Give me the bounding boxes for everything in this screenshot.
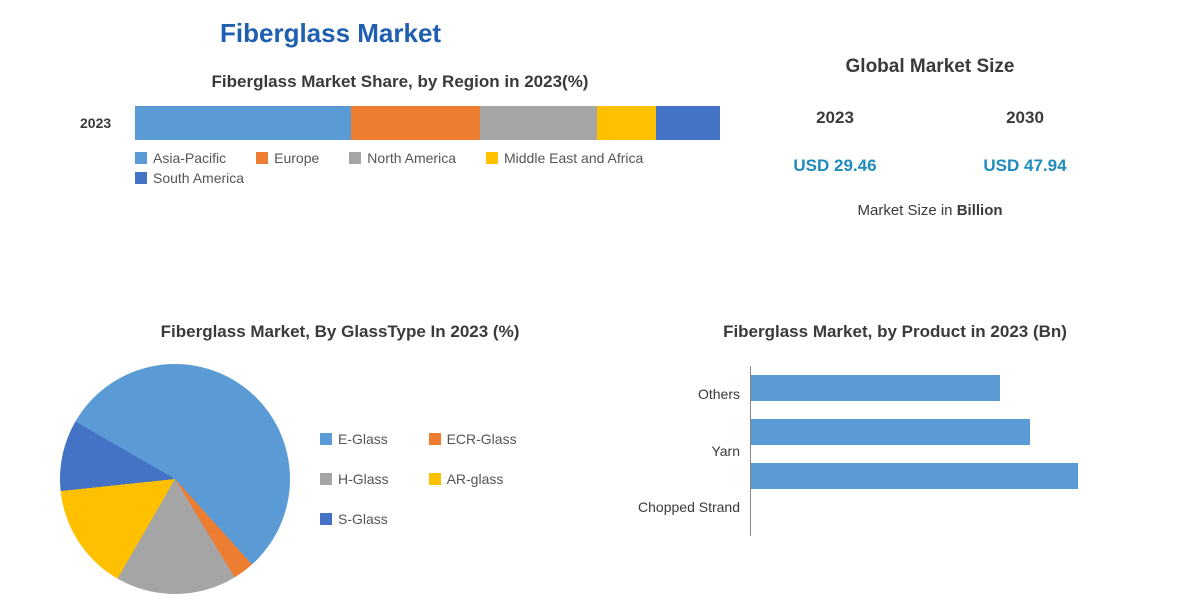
legend-swatch	[429, 473, 441, 485]
legend-swatch	[320, 433, 332, 445]
region-seg-south-america	[656, 106, 720, 140]
legend-item: South America	[135, 170, 244, 186]
region-seg-europe	[351, 106, 480, 140]
legend-item: E-Glass	[320, 431, 389, 447]
page-title: Fiberglass Market	[220, 18, 441, 49]
glass-type-chart: Fiberglass Market, By GlassType In 2023 …	[60, 320, 620, 594]
region-seg-middle-east-and-africa	[597, 106, 656, 140]
product-labels: Others Yarn Chopped Strand	[630, 366, 750, 536]
legend-item: AR-glass	[429, 471, 517, 487]
product-title: Fiberglass Market, by Product in 2023 (B…	[630, 320, 1160, 344]
market-size-block: Global Market Size 2023 USD 29.46 2030 U…	[740, 56, 1120, 219]
legend-item: Asia-Pacific	[135, 150, 226, 166]
region-seg-north-america	[480, 106, 597, 140]
legend-item: ECR-Glass	[429, 431, 517, 447]
market-size-title: Global Market Size	[740, 56, 1120, 78]
market-size-value-2030: USD 47.94	[983, 156, 1066, 176]
market-size-year-2023: 2023	[793, 108, 876, 128]
legend-label: Middle East and Africa	[504, 150, 643, 166]
product-row	[751, 366, 1160, 410]
product-row-label: Yarn	[630, 429, 740, 473]
glass-type-legend: E-Glass ECR-Glass H-Glass AR-glass S-Glass	[320, 431, 517, 527]
product-chart: Fiberglass Market, by Product in 2023 (B…	[630, 320, 1160, 536]
product-row-label: Others	[630, 372, 740, 416]
market-size-year-2030: 2030	[983, 108, 1066, 128]
legend-label: Asia-Pacific	[153, 150, 226, 166]
legend-item: S-Glass	[320, 511, 389, 527]
market-size-unit-prefix: Market Size in	[857, 202, 956, 219]
legend-swatch	[135, 172, 147, 184]
legend-swatch	[256, 152, 268, 164]
legend-label: ECR-Glass	[447, 431, 517, 447]
market-size-unit-bold: Billion	[957, 202, 1003, 219]
legend-swatch	[135, 152, 147, 164]
legend-item: Middle East and Africa	[486, 150, 643, 166]
legend-label: South America	[153, 170, 244, 186]
legend-swatch	[320, 513, 332, 525]
product-row	[751, 410, 1160, 454]
region-share-title: Fiberglass Market Share, by Region in 20…	[80, 72, 720, 92]
glass-type-title: Fiberglass Market, By GlassType In 2023 …	[60, 320, 620, 344]
legend-label: North America	[367, 150, 456, 166]
legend-item: H-Glass	[320, 471, 389, 487]
market-size-value-2023: USD 29.46	[793, 156, 876, 176]
region-share-legend: Asia-Pacific Europe North America Middle Ea…	[135, 150, 720, 186]
legend-label: E-Glass	[338, 431, 388, 447]
product-row-label: Chopped Strand	[630, 485, 740, 529]
legend-swatch	[320, 473, 332, 485]
market-size-unit: Market Size in Billion	[740, 202, 1120, 219]
legend-label: Europe	[274, 150, 319, 166]
product-bar	[751, 419, 1030, 445]
legend-label: H-Glass	[338, 471, 389, 487]
market-size-col-2023: 2023 USD 29.46	[793, 108, 876, 176]
region-share-chart: Fiberglass Market Share, by Region in 20…	[80, 72, 720, 186]
legend-swatch	[429, 433, 441, 445]
legend-label: AR-glass	[447, 471, 504, 487]
region-share-row-label: 2023	[80, 115, 135, 131]
glass-type-pie	[60, 364, 290, 594]
legend-swatch	[486, 152, 498, 164]
product-bar	[751, 375, 1000, 401]
product-row	[751, 454, 1160, 498]
legend-label: S-Glass	[338, 511, 388, 527]
region-seg-asia-pacific	[135, 106, 351, 140]
market-size-col-2030: 2030 USD 47.94	[983, 108, 1066, 176]
product-plot	[750, 366, 1160, 536]
legend-swatch	[349, 152, 361, 164]
legend-item: Europe	[256, 150, 319, 166]
region-share-bar	[135, 106, 720, 140]
product-bar	[751, 463, 1078, 489]
legend-item: North America	[349, 150, 456, 166]
